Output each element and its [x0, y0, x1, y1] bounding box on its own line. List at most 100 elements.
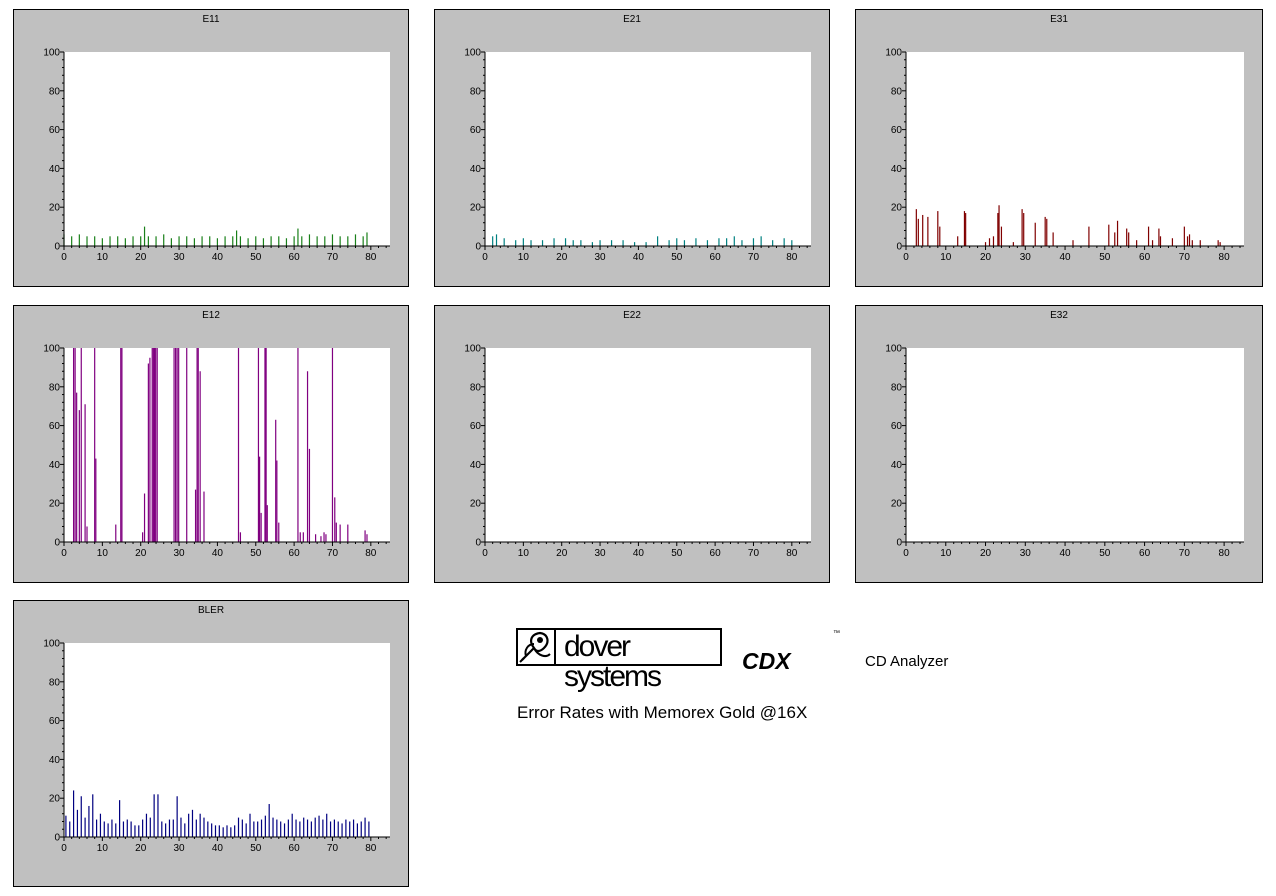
chart-title: E21 — [623, 14, 641, 25]
x-tick-label: 20 — [980, 548, 992, 559]
brand-block: dover systems CDX ™ CD Analyzer Error Ra… — [516, 628, 976, 738]
y-tick-label: 100 — [43, 48, 60, 59]
x-tick-label: 10 — [518, 548, 530, 559]
page-subtitle: Error Rates with Memorex Gold @16X — [517, 703, 808, 722]
y-tick-label: 60 — [891, 421, 903, 432]
y-tick-label: 60 — [470, 125, 482, 136]
y-tick-label: 40 — [49, 755, 61, 766]
x-tick-label: 50 — [671, 252, 683, 263]
y-tick-label: 80 — [49, 86, 61, 97]
x-tick-label: 60 — [1139, 252, 1151, 263]
y-tick-label: 0 — [896, 242, 902, 253]
x-tick-label: 40 — [212, 843, 224, 854]
plot-area — [64, 348, 390, 542]
x-tick-label: 60 — [289, 843, 301, 854]
x-tick-label: 0 — [61, 252, 67, 263]
y-tick-label: 0 — [54, 242, 60, 253]
x-tick-label: 10 — [518, 252, 530, 263]
y-tick-label: 0 — [54, 538, 60, 549]
chart-panel-bler: BLER 0 20 40 60 80 100 0 10 20 30 40 50 60 70 80 — [13, 600, 409, 887]
chart-e32: 0 20 40 60 80 100 0 10 20 30 40 50 60 70 80 — [885, 344, 1244, 559]
y-tick-label: 20 — [470, 499, 482, 510]
plot-area — [906, 348, 1244, 542]
chart-e21: 0 20 40 60 80 100 0 10 20 30 40 50 60 70 80 — [464, 48, 811, 263]
y-tick-label: 40 — [470, 460, 482, 471]
x-tick-label: 70 — [327, 548, 339, 559]
y-tick-label: 60 — [49, 421, 61, 432]
y-tick-label: 0 — [896, 538, 902, 549]
x-tick-label: 20 — [135, 548, 147, 559]
x-tick-label: 50 — [250, 252, 262, 263]
x-tick-label: 30 — [594, 252, 606, 263]
x-tick-label: 0 — [61, 843, 67, 854]
x-tick-label: 50 — [671, 548, 683, 559]
x-tick-label: 60 — [289, 252, 301, 263]
x-tick-label: 70 — [748, 252, 760, 263]
x-tick-label: 30 — [173, 548, 185, 559]
chart-title: BLER — [197, 605, 225, 616]
plot-area — [64, 52, 390, 246]
x-tick-label: 10 — [940, 252, 952, 263]
y-tick-label: 40 — [49, 460, 61, 471]
x-tick-label: 30 — [173, 843, 185, 854]
y-tick-label: 80 — [49, 677, 61, 688]
y-tick-label: 80 — [49, 382, 61, 393]
chart-panel-e21: E21 0 20 40 60 80 100 0 10 20 30 40 50 60 70 80 — [434, 9, 830, 287]
y-tick-label: 100 — [43, 639, 60, 650]
y-tick-label: 60 — [49, 716, 61, 727]
y-tick-label: 40 — [891, 460, 903, 471]
x-tick-label: 20 — [135, 252, 147, 263]
x-tick-label: 80 — [786, 252, 798, 263]
x-tick-label: 80 — [1219, 548, 1231, 559]
plot-area — [64, 643, 390, 837]
x-tick-label: 0 — [482, 548, 488, 559]
x-tick-label: 10 — [97, 843, 109, 854]
x-tick-label: 40 — [633, 252, 645, 263]
leaf-logo-icon — [518, 630, 556, 664]
y-tick-label: 20 — [49, 794, 61, 805]
x-tick-label: 0 — [903, 548, 909, 559]
y-tick-label: 20 — [891, 203, 903, 214]
x-tick-label: 0 — [482, 252, 488, 263]
x-tick-label: 20 — [556, 252, 568, 263]
y-tick-label: 20 — [49, 499, 61, 510]
x-tick-label: 40 — [1059, 252, 1071, 263]
y-tick-label: 80 — [891, 382, 903, 393]
chart-e31: 0 20 40 60 80 100 0 10 20 30 40 50 60 70 80 — [885, 48, 1244, 263]
y-tick-label: 40 — [891, 164, 903, 175]
chart-title: E31 — [1050, 14, 1068, 25]
x-tick-label: 80 — [365, 548, 377, 559]
x-tick-label: 80 — [786, 548, 798, 559]
x-tick-label: 70 — [1179, 252, 1191, 263]
chart-e11: 0 20 40 60 80 100 0 10 20 30 40 50 60 70 80 — [43, 48, 390, 263]
y-tick-label: 60 — [49, 125, 61, 136]
x-tick-label: 20 — [135, 843, 147, 854]
x-tick-label: 40 — [212, 548, 224, 559]
chart-title: E12 — [202, 310, 220, 321]
x-tick-label: 70 — [748, 548, 760, 559]
y-tick-label: 40 — [49, 164, 61, 175]
x-tick-label: 30 — [173, 252, 185, 263]
chart-panel-e11: E11 0 20 40 60 80 100 0 10 20 30 40 50 60 70 80 — [13, 9, 409, 287]
x-tick-label: 60 — [710, 252, 722, 263]
y-tick-label: 80 — [891, 86, 903, 97]
product-name: CDX — [742, 648, 791, 674]
y-tick-label: 20 — [891, 499, 903, 510]
x-tick-label: 50 — [1099, 548, 1111, 559]
x-tick-label: 10 — [97, 548, 109, 559]
logo-wordmark: dover systems — [564, 630, 662, 693]
product-tagline: CD Analyzer — [865, 653, 949, 670]
x-tick-label: 50 — [250, 548, 262, 559]
chart-title: E11 — [202, 14, 220, 25]
y-tick-label: 100 — [464, 344, 481, 355]
plot-area — [906, 52, 1244, 246]
y-tick-label: 0 — [475, 242, 481, 253]
x-tick-label: 80 — [1219, 252, 1231, 263]
chart-e22: 0 20 40 60 80 100 0 10 20 30 40 50 60 70 80 — [464, 344, 811, 559]
x-tick-label: 30 — [594, 548, 606, 559]
x-tick-label: 40 — [212, 252, 224, 263]
y-tick-label: 40 — [470, 164, 482, 175]
x-tick-label: 20 — [980, 252, 992, 263]
x-tick-label: 40 — [633, 548, 645, 559]
dover-logo: dover systems — [516, 628, 722, 692]
